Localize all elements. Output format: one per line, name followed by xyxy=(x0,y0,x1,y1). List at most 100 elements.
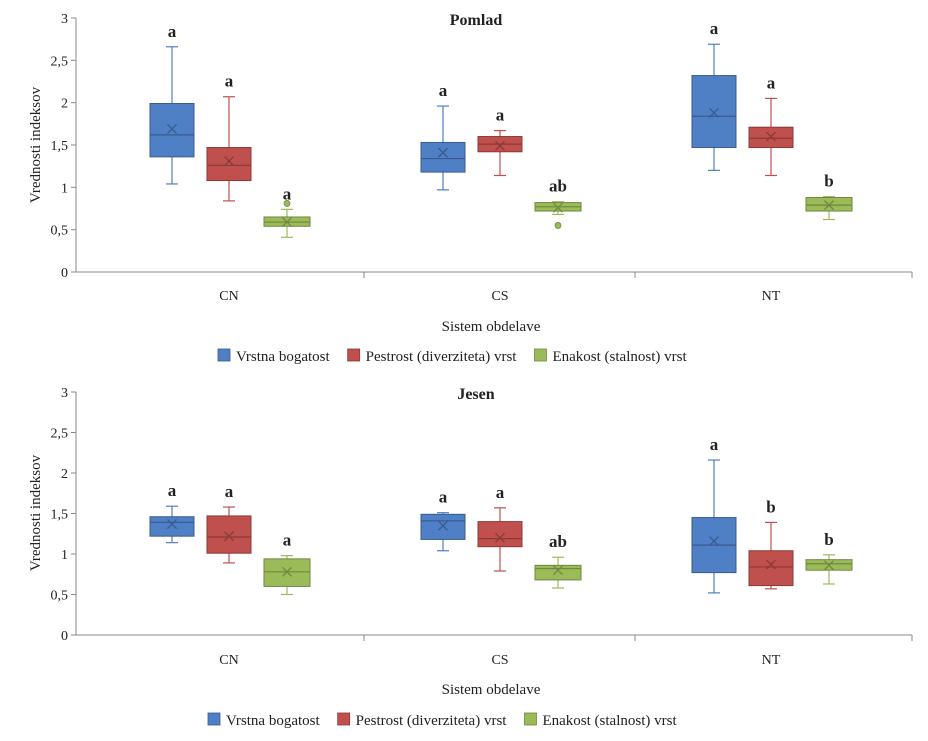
y-tick-label: 3 xyxy=(61,12,68,27)
x-tick-label: CS xyxy=(491,289,508,304)
y-tick-label: 1,5 xyxy=(51,139,69,154)
significance-letter: a xyxy=(225,482,234,501)
mean-marker xyxy=(438,520,448,531)
legend-swatch xyxy=(207,712,221,726)
x-tick-label: NT xyxy=(762,289,781,304)
legend-swatch xyxy=(337,712,351,726)
box-iqr xyxy=(206,515,252,554)
box-iqr xyxy=(206,147,252,182)
mean-marker xyxy=(553,565,563,576)
significance-letter: a xyxy=(168,22,177,41)
significance-letter: a xyxy=(283,531,292,550)
box-vrstna-nt: a xyxy=(691,19,737,171)
legend-entry: Vrstna bogatost xyxy=(236,349,331,365)
significance-letter: ab xyxy=(549,177,567,196)
mean-marker xyxy=(709,536,719,546)
y-tick-label: 2 xyxy=(61,467,68,482)
legend-entry: Enakost (stalnost) vrst xyxy=(542,713,677,729)
legend-entry: Pestrost (diverziteta) vrst xyxy=(356,713,508,729)
mean-marker xyxy=(495,532,505,543)
box-enakost-cs: ab xyxy=(534,532,582,589)
significance-letter: a xyxy=(283,184,292,203)
box-pestrost-cn: a xyxy=(206,72,252,202)
box-vrstna-nt: a xyxy=(691,435,737,594)
legend-swatch xyxy=(524,712,537,726)
significance-letter: a xyxy=(767,73,776,92)
box-iqr xyxy=(748,550,794,587)
x-tick-label: CN xyxy=(219,289,238,304)
legend-entry: Vrstna bogatost xyxy=(226,713,321,729)
mean-marker xyxy=(766,131,776,142)
chart-title: Pomlad xyxy=(450,12,503,29)
y-tick-label: 3 xyxy=(61,386,68,401)
box-enakost-nt: b xyxy=(805,530,853,585)
significance-letter: a xyxy=(439,488,448,507)
mean-marker xyxy=(709,107,719,118)
mean-marker xyxy=(224,156,234,167)
legend: Vrstna bogatost Pestrost (diverziteta) vr… xyxy=(207,712,677,729)
y-tick-label: 2,5 xyxy=(51,54,69,69)
significance-letter: ab xyxy=(549,532,567,551)
y-axis-label: Vrednosti indeksov xyxy=(28,86,44,203)
x-tick-label: CN xyxy=(219,653,238,668)
significance-letter: a xyxy=(439,81,448,100)
box-pestrost-nt: b xyxy=(748,497,794,590)
mean-marker xyxy=(766,559,776,570)
legend-swatch xyxy=(534,348,547,362)
box-iqr xyxy=(149,516,195,537)
chart-title: Jesen xyxy=(457,386,494,403)
significance-letter: a xyxy=(168,481,177,500)
legend-swatch xyxy=(217,348,231,362)
x-axis-label: Sistem obdelave xyxy=(442,682,541,698)
box-iqr xyxy=(477,521,523,548)
significance-letter: b xyxy=(824,530,833,549)
mean-marker xyxy=(553,202,563,213)
mean-marker xyxy=(282,217,292,228)
chart-panel-1: 0 0,5 1 1,5 2 2,5 3 Pomlad Vrednosti indeksov CN C… xyxy=(28,12,913,365)
mean-marker xyxy=(824,200,834,211)
box-vrstna-cn: a xyxy=(149,481,195,544)
mean-marker xyxy=(167,519,177,529)
y-tick-label: 0 xyxy=(61,266,68,281)
box-vrstna-cs: a xyxy=(420,488,466,552)
significance-letter: a xyxy=(225,72,234,91)
significance-letter: b xyxy=(766,497,775,516)
mean-marker xyxy=(282,566,292,577)
box-enakost-cn: a xyxy=(263,531,311,596)
mean-marker xyxy=(224,531,234,542)
chart-panel-2: 0 0,5 1 1,5 2 2,5 3 Jesen Vrednosti indeksov CN CS… xyxy=(28,386,913,729)
significance-letter: a xyxy=(710,19,719,38)
outlier-point xyxy=(554,222,562,229)
y-tick-label: 0,5 xyxy=(51,589,69,604)
y-tick-label: 0,5 xyxy=(51,224,69,239)
box-vrstna-cs: a xyxy=(420,81,466,191)
x-axis-label: Sistem obdelave xyxy=(442,319,541,335)
legend-entry: Pestrost (diverziteta) vrst xyxy=(366,349,518,365)
mean-marker xyxy=(438,147,448,158)
box-enakost-nt: b xyxy=(805,172,853,221)
y-axis-label: Vrednosti indeksov xyxy=(28,454,44,571)
y-tick-label: 2 xyxy=(61,97,68,112)
box-pestrost-cn: a xyxy=(206,482,252,564)
box-iqr xyxy=(691,75,737,149)
y-tick-label: 1 xyxy=(61,181,68,196)
legend-entry: Enakost (stalnost) vrst xyxy=(552,349,687,365)
significance-letter: a xyxy=(496,106,505,125)
y-tick-label: 0 xyxy=(61,629,68,644)
legend-swatch xyxy=(347,348,361,362)
significance-letter: a xyxy=(710,435,719,454)
y-tick-label: 1,5 xyxy=(51,508,69,523)
x-tick-label: CS xyxy=(491,653,508,668)
box-enakost-cs: ab xyxy=(534,177,582,229)
legend: Vrstna bogatost Pestrost (diverziteta) vr… xyxy=(217,348,687,365)
y-tick-label: 1 xyxy=(61,548,68,563)
box-iqr xyxy=(534,564,582,581)
box-pestrost-cs: a xyxy=(477,483,523,572)
significance-letter: b xyxy=(824,172,833,191)
x-tick-label: NT xyxy=(762,653,781,668)
outlier-point xyxy=(283,200,291,207)
significance-letter: a xyxy=(496,483,505,502)
mean-marker xyxy=(824,560,834,571)
box-iqr xyxy=(420,513,466,540)
